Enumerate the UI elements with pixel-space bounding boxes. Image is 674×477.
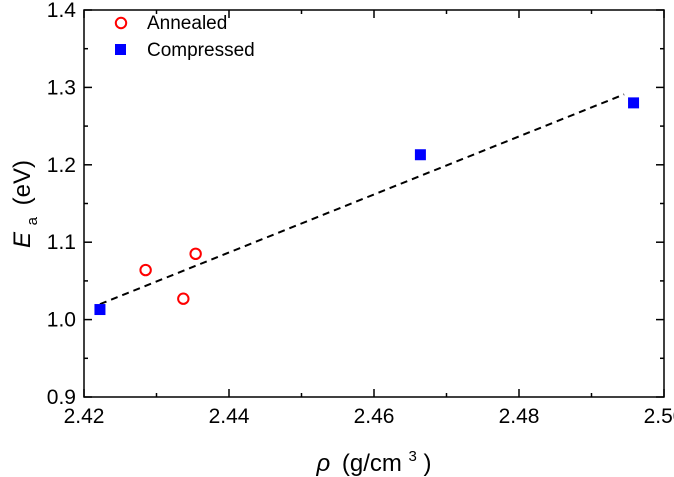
axis-ticks [83, 9, 665, 398]
legend: Annealed Compressed [114, 13, 255, 61]
x-tick-label: 2.46 [354, 405, 395, 428]
legend-compressed-label: Compressed [147, 40, 255, 61]
annealed-point [139, 263, 152, 277]
x-tick-label: 2.50 [644, 405, 674, 428]
x-tick-label: 2.48 [499, 405, 540, 428]
y-tick-label: 1.2 [47, 154, 76, 177]
legend-annealed-label: Annealed [147, 13, 227, 34]
y-axis-symbol: E [9, 231, 36, 248]
y-tick-label: 1.1 [47, 231, 76, 254]
plot-frame [83, 9, 665, 398]
x-axis-symbol: ρ [315, 450, 330, 477]
legend-annealed-marker [114, 16, 128, 30]
y-tick-label: 1.3 [47, 76, 76, 99]
tick-labels: 2.42 2.44 2.46 2.48 2.50 0.9 1.0 1.1 1.2 1.3 1.4 [47, 0, 674, 428]
y-axis-subscript: a [24, 216, 41, 225]
x-axis-unit-suffix: ) [424, 450, 432, 477]
fit-line [99, 93, 625, 306]
compressed-point [628, 97, 640, 109]
annealed-point [177, 292, 190, 305]
x-axis-unit-prefix: (g/cm [342, 450, 402, 477]
x-axis-title: ρ (g/cm 3 ) [315, 440, 431, 477]
legend-compressed-marker [115, 44, 126, 55]
fit-line-group [99, 93, 625, 306]
compressed-point [414, 149, 426, 161]
x-tick-label: 2.44 [209, 405, 250, 428]
x-tick-label: 2.42 [64, 405, 105, 428]
x-axis-unit-exponent: 3 [409, 448, 417, 465]
y-axis-unit: (eV) [9, 160, 36, 205]
y-axis-title: E a (eV) [9, 160, 43, 248]
compressed-point [94, 304, 106, 316]
y-tick-label: 0.9 [47, 386, 76, 409]
annealed-point [189, 247, 202, 261]
y-tick-label: 1.0 [47, 309, 76, 332]
y-tick-label: 1.4 [47, 0, 77, 22]
data-points [94, 97, 640, 316]
